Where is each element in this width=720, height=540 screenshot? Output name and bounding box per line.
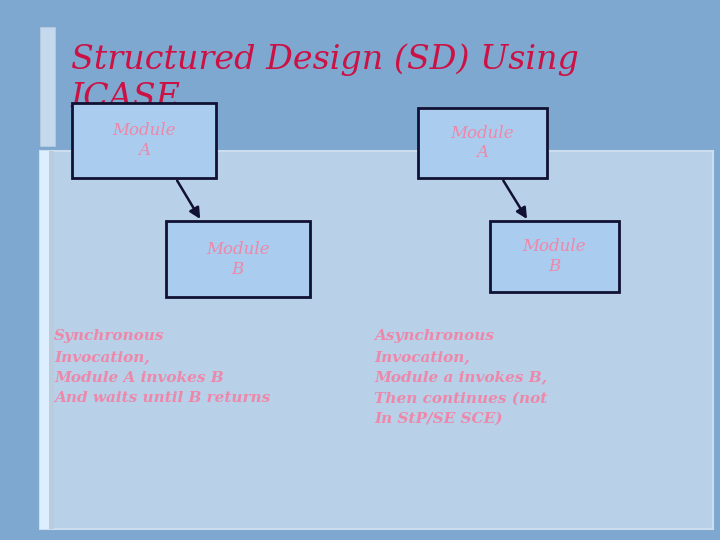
FancyBboxPatch shape [40, 27, 55, 146]
Text: Module
A: Module A [451, 125, 514, 161]
FancyBboxPatch shape [490, 221, 619, 292]
FancyBboxPatch shape [72, 103, 216, 178]
Text: Module
B: Module B [206, 241, 269, 278]
FancyBboxPatch shape [166, 221, 310, 297]
FancyBboxPatch shape [40, 151, 49, 529]
FancyBboxPatch shape [418, 108, 547, 178]
Text: Module
A: Module A [112, 122, 176, 159]
FancyBboxPatch shape [49, 151, 54, 529]
Text: Synchronous
Invocation,
Module A invokes B
And waits until B returns: Synchronous Invocation, Module A invokes… [54, 329, 270, 405]
FancyBboxPatch shape [40, 151, 713, 529]
Text: Asynchronous
Invocation,
Module a invokes B,
Then continues (not
In StP/SE SCE): Asynchronous Invocation, Module a invoke… [374, 329, 548, 426]
Text: Module
B: Module B [523, 238, 586, 275]
Text: Structured Design (SD) Using
ICASE: Structured Design (SD) Using ICASE [71, 43, 578, 114]
